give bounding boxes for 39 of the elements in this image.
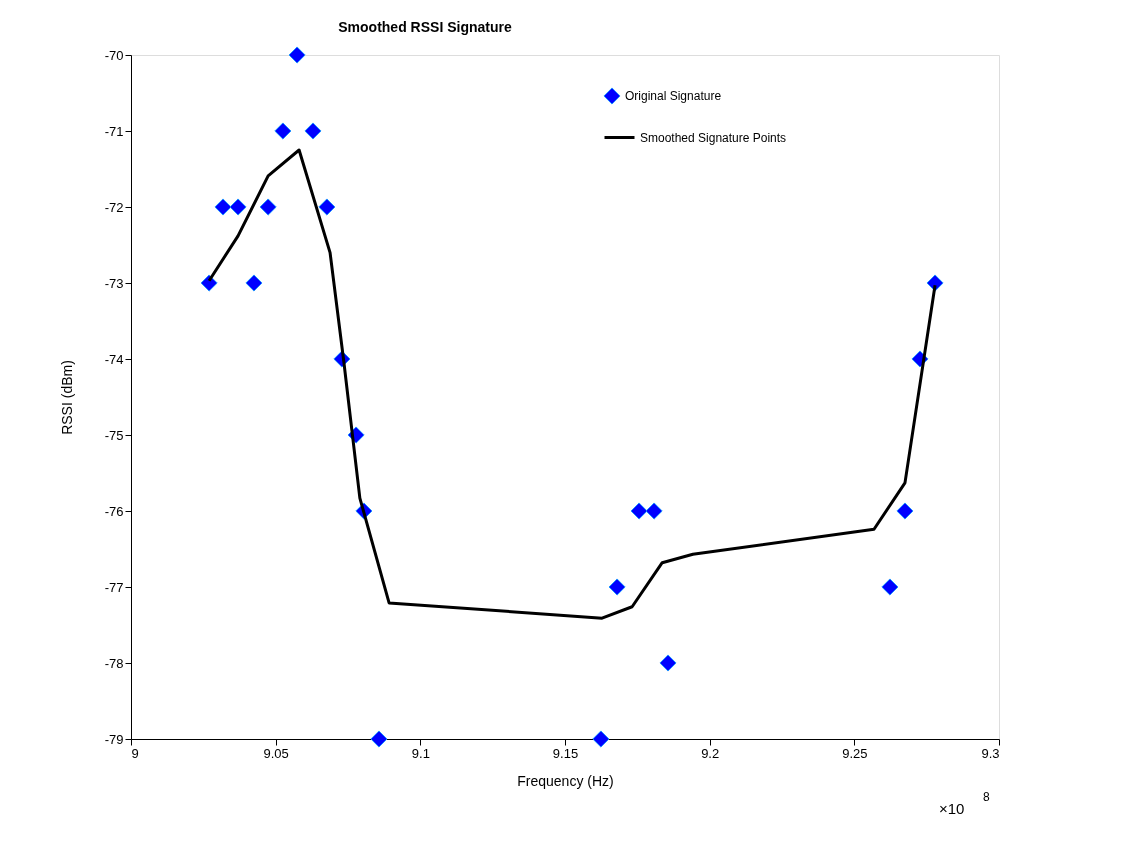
x-tick-label: 9.3	[981, 745, 1000, 761]
y-axis-title: RSSI (dBm)	[58, 360, 75, 435]
y-tick-label: -72	[104, 199, 124, 215]
point	[259, 198, 277, 216]
point	[896, 502, 914, 520]
point	[881, 578, 899, 596]
point	[608, 578, 626, 596]
point	[214, 198, 232, 216]
y-tick-label: -75	[104, 427, 124, 443]
y-tick-label: -77	[104, 579, 124, 595]
x-axis-title: Frequency (Hz)	[517, 772, 614, 789]
point	[304, 122, 322, 140]
point	[288, 46, 306, 64]
y-tick-label: -70	[104, 47, 124, 63]
y-tick-label: -74	[104, 351, 124, 367]
point	[592, 730, 610, 748]
legend-label: Original Signature	[625, 89, 722, 103]
y-tick-label: -71	[104, 123, 124, 139]
point	[318, 198, 336, 216]
x-tick-label: 9.1	[411, 745, 430, 761]
point	[370, 730, 388, 748]
point	[245, 274, 263, 292]
legend-label: Smoothed Signature Points	[640, 130, 787, 145]
x-tick-label: 9.2	[701, 745, 720, 761]
y-tick-label: -79	[104, 731, 124, 747]
point	[659, 654, 677, 672]
x-tick-label: 9.05	[263, 745, 289, 761]
point	[274, 122, 292, 140]
point	[645, 502, 663, 520]
chart-title: Smoothed RSSI Signature	[338, 18, 512, 35]
point	[229, 198, 247, 216]
y-tick-label: -73	[104, 275, 124, 291]
point	[630, 502, 648, 520]
x-tick-label: 9.15	[552, 745, 579, 761]
y-tick-label: -78	[104, 655, 124, 671]
x-tick-label: 9.25	[842, 745, 868, 761]
x-tick-label: 9	[131, 745, 139, 761]
text: ×108	[939, 790, 990, 817]
y-tick-label: -76	[104, 503, 124, 519]
